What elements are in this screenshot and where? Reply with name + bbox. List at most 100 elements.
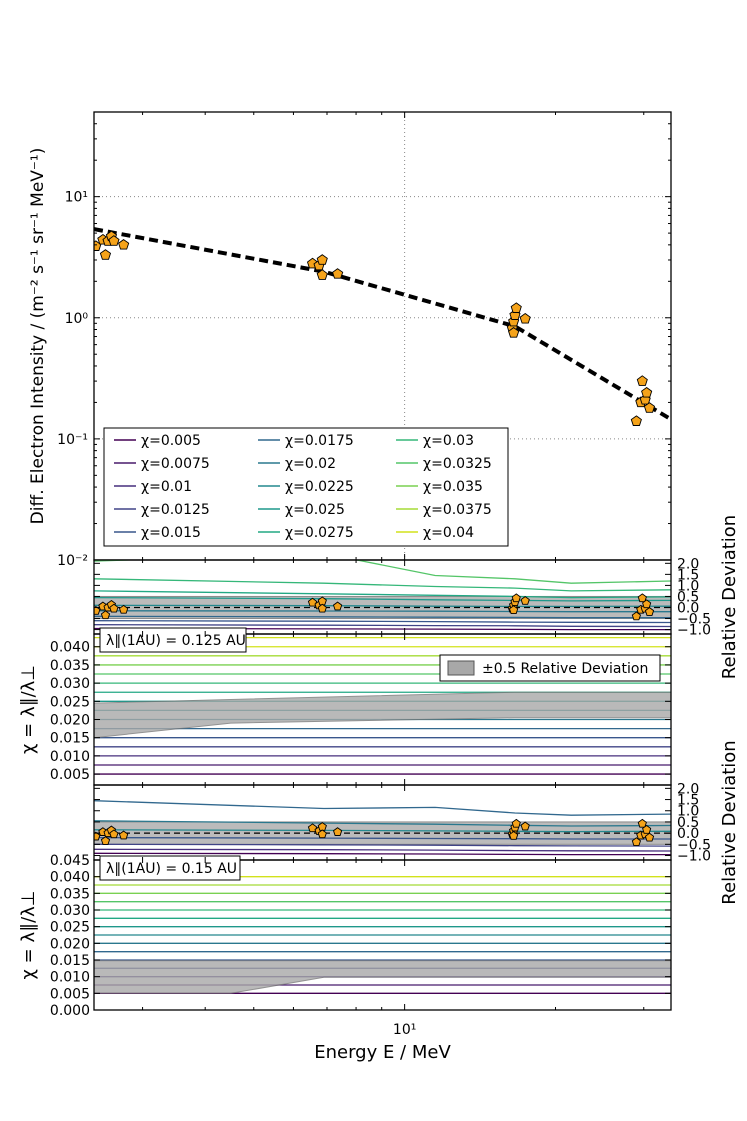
data-point bbox=[643, 402, 656, 413]
legend-label: χ=0.025 bbox=[285, 502, 345, 518]
band-legend-box bbox=[439, 654, 661, 682]
data-point bbox=[332, 827, 343, 836]
y-axis-label: Diff. Electron Intensity / (m⁻² s⁻¹ sr⁻¹… bbox=[28, 148, 48, 525]
deviation-series-line bbox=[94, 800, 671, 816]
data-point bbox=[644, 607, 655, 616]
legend-label: χ=0.0125 bbox=[141, 502, 210, 518]
data-point bbox=[511, 593, 521, 603]
legend: χ=0.005 χ=0.0075 χ=0.01 χ=0.0125 χ=0.015 χ=0.… bbox=[103, 427, 509, 547]
y-tick-label: 0.025 bbox=[50, 920, 90, 936]
data-point bbox=[332, 268, 344, 279]
deviation-series-line bbox=[94, 843, 671, 847]
data-point bbox=[510, 302, 522, 313]
data-point bbox=[520, 821, 530, 831]
y-tick-label: 0.040 bbox=[50, 640, 90, 656]
data-point bbox=[519, 312, 531, 324]
y-tick-label: 0.035 bbox=[50, 886, 90, 902]
chi-map-axes bbox=[93, 633, 672, 786]
y-tick-label: 0.5 bbox=[677, 589, 699, 605]
y-axis-label: χ = λ∥/λ⊥ bbox=[18, 665, 39, 754]
data-point bbox=[118, 239, 130, 250]
legend-label: χ=0.0175 bbox=[285, 433, 354, 449]
legend-label: χ=0.035 bbox=[423, 479, 483, 495]
data-point bbox=[511, 818, 521, 828]
y-tick-label: 0.0 bbox=[677, 600, 699, 616]
band-legend-label: ±0.5 Relative Deviation bbox=[482, 661, 648, 677]
data-point bbox=[637, 818, 647, 828]
annotation-text: λ∥(1AU) = 0.15 AU bbox=[106, 861, 237, 877]
legend-label: χ=0.03 bbox=[423, 433, 474, 449]
y-tick-label: 0.015 bbox=[50, 731, 90, 747]
deviation-series-line bbox=[94, 610, 671, 613]
x-tick-label: 10¹ bbox=[393, 1022, 416, 1038]
y-tick-label: 0.035 bbox=[50, 658, 90, 674]
legend-label: χ=0.015 bbox=[141, 525, 201, 541]
y-tick-label: 0.030 bbox=[50, 676, 90, 692]
deviation-series-line bbox=[94, 829, 671, 833]
y-tick-label: 0.0 bbox=[677, 826, 699, 842]
legend-label: χ=0.0225 bbox=[285, 479, 354, 495]
data-point bbox=[637, 593, 647, 603]
data-point bbox=[100, 836, 111, 845]
relative-deviation-plot-area bbox=[94, 800, 671, 856]
y-tick-label: 2.0 bbox=[677, 781, 699, 797]
legend-label: χ=0.04 bbox=[423, 525, 474, 541]
y-tick-label: 0.010 bbox=[50, 970, 90, 986]
data-point bbox=[109, 829, 119, 839]
chi-map-plot-area bbox=[94, 876, 671, 994]
legend-label: χ=0.0275 bbox=[285, 525, 354, 541]
legend-label: χ=0.0375 bbox=[423, 502, 492, 518]
y-tick-label: 0.020 bbox=[50, 936, 90, 952]
data-point bbox=[631, 611, 642, 621]
deviation-series-line bbox=[94, 560, 671, 584]
data-point bbox=[108, 235, 120, 246]
data-point bbox=[307, 823, 318, 833]
deviation-series-line bbox=[94, 820, 671, 827]
y-tick-label: 1.5 bbox=[677, 793, 699, 809]
y-tick-label: 0.005 bbox=[50, 767, 90, 783]
band-legend-swatch bbox=[447, 660, 475, 676]
annotation-text: λ∥(1AU) = 0.125 AU bbox=[106, 633, 246, 649]
y-tick-label: 0.005 bbox=[50, 986, 90, 1002]
data-point bbox=[118, 604, 129, 614]
y-tick-label: 0.000 bbox=[50, 1003, 90, 1019]
data-point bbox=[508, 605, 519, 615]
data-point bbox=[642, 599, 652, 609]
y-tick-label: −1.0 bbox=[677, 849, 711, 865]
data-point bbox=[641, 386, 653, 398]
data-point bbox=[307, 597, 318, 607]
deviation-series-line bbox=[94, 590, 671, 599]
deviation-series-line bbox=[94, 578, 671, 592]
deviation-band bbox=[94, 691, 671, 739]
data-point bbox=[317, 829, 327, 839]
y-tick-label: 1.0 bbox=[677, 804, 699, 820]
data-point bbox=[94, 831, 101, 841]
data-point bbox=[317, 603, 327, 613]
legend-label: χ=0.01 bbox=[141, 479, 192, 495]
deviation-series-line bbox=[94, 836, 671, 840]
y-tick-label: 0.020 bbox=[50, 713, 90, 729]
y-tick-label: −0.5 bbox=[677, 837, 711, 853]
fit-line bbox=[94, 227, 671, 422]
y-axis-label: χ = λ∥/λ⊥ bbox=[18, 891, 39, 980]
y-tick-label: 1.5 bbox=[677, 567, 699, 583]
deviation-series-line bbox=[94, 615, 671, 619]
annotation-box bbox=[99, 855, 241, 881]
data-point bbox=[118, 830, 129, 840]
y-tick-label: 0.030 bbox=[50, 903, 90, 919]
y-tick-label: 0.015 bbox=[50, 953, 90, 969]
y-tick-label: 2.0 bbox=[677, 556, 699, 572]
deviation-series-line bbox=[94, 848, 671, 852]
legend-label: χ=0.02 bbox=[285, 456, 336, 472]
chi-map-plot-area bbox=[94, 636, 671, 775]
y-tick-label: 0.045 bbox=[50, 853, 90, 869]
data-point bbox=[508, 830, 519, 840]
x-axis-label: Energy E / MeV bbox=[314, 1042, 451, 1063]
data-point bbox=[94, 605, 101, 615]
data-point bbox=[520, 596, 530, 605]
legend-label: χ=0.0075 bbox=[141, 456, 210, 472]
data-point bbox=[508, 327, 520, 338]
data-point bbox=[631, 837, 642, 847]
relative-deviation-plot-area bbox=[94, 560, 671, 631]
